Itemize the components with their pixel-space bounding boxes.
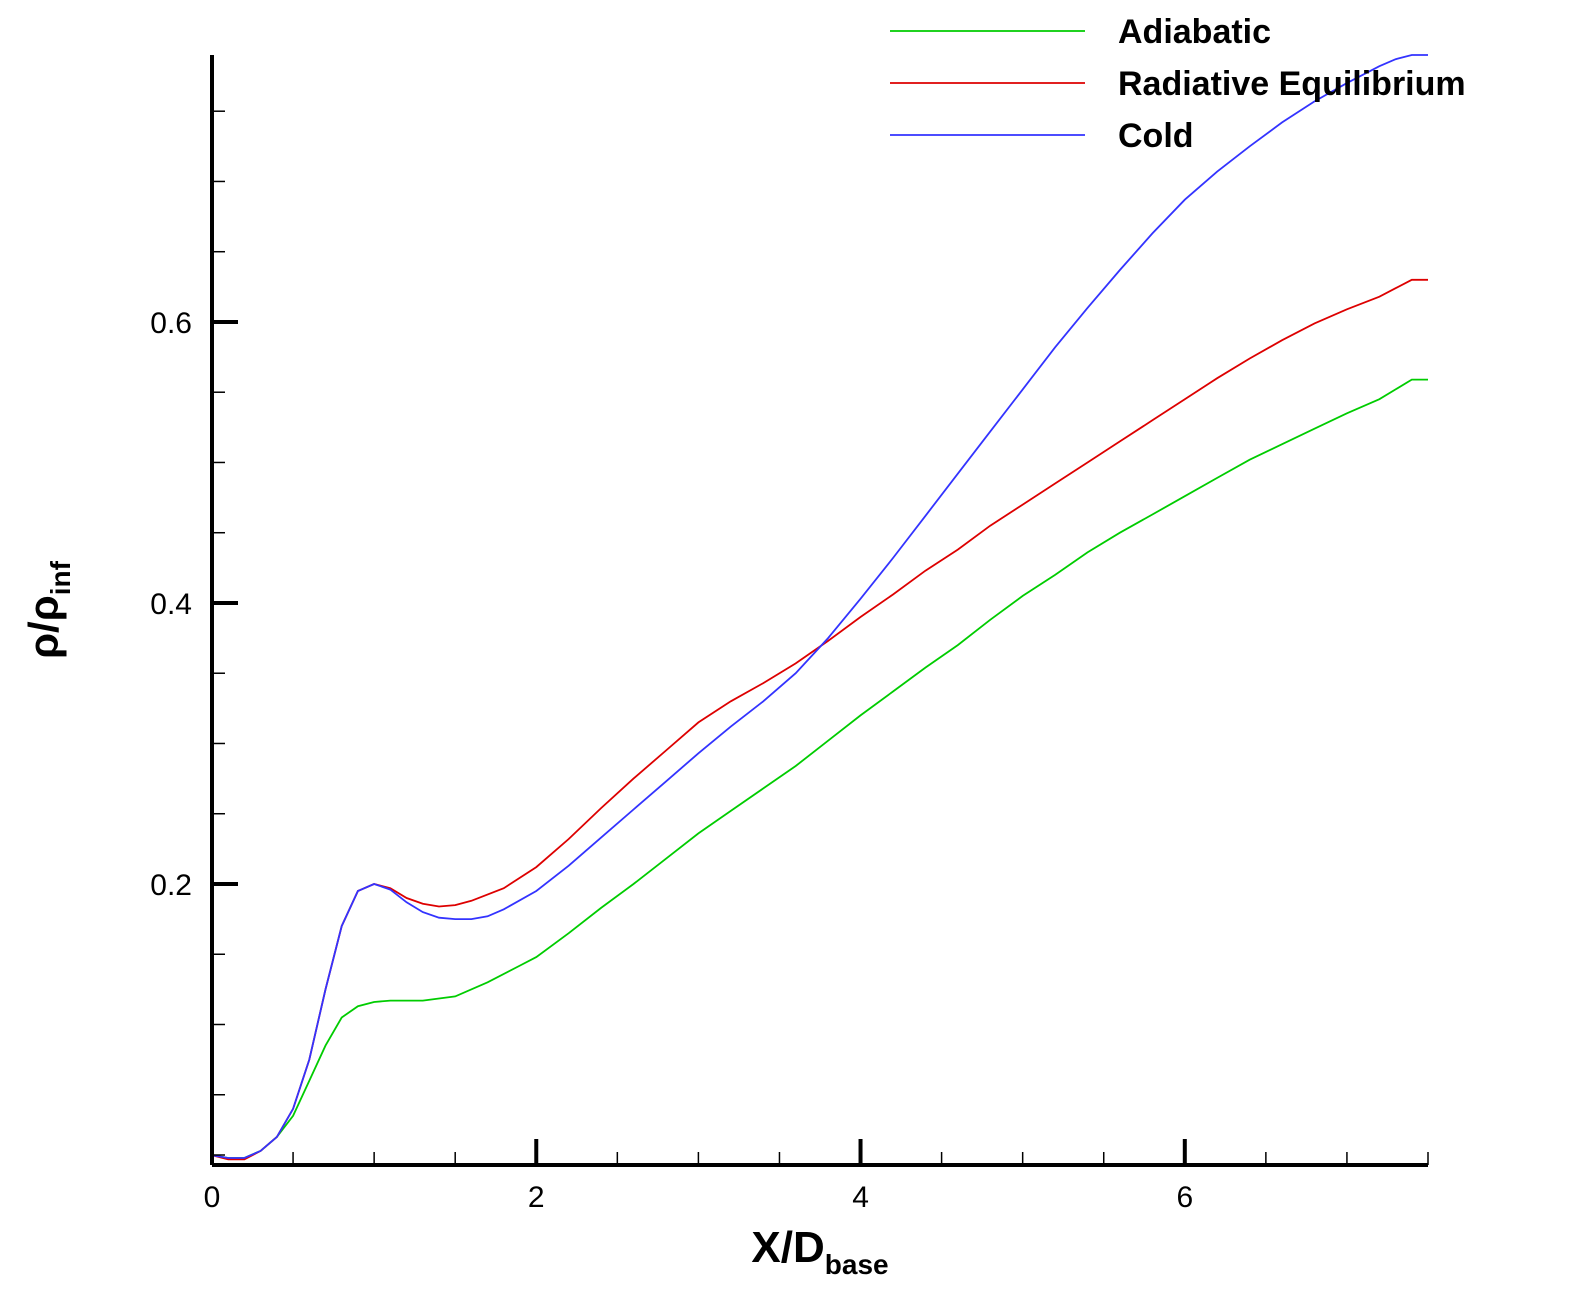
y-tick-label: 0.6 (150, 307, 192, 340)
series-layer (211, 54, 1428, 1161)
legend-label-0: Adiabatic (1118, 13, 1271, 51)
x-tick-label: 6 (1176, 1181, 1193, 1214)
series-line-2 (211, 54, 1428, 1159)
y-axis-title-main: ρ/ρ (20, 595, 67, 659)
y-tick-label: 0.2 (150, 869, 192, 902)
ticks: 0 2 4 6 0.2 0.4 0.6 (150, 110, 1429, 1214)
y-tick-label: 0.4 (150, 588, 192, 621)
x-tick-label: 2 (528, 1181, 545, 1214)
y-axis-title: ρ/ρinf (20, 560, 76, 659)
x-axis-title-sub: base (825, 1249, 889, 1280)
x-tick-label: 0 (204, 1181, 221, 1214)
series-line-1 (211, 278, 1428, 1161)
x-axis-title: X/Dbase (751, 1223, 888, 1280)
y-axis-title-sub: inf (45, 560, 76, 595)
legend-label-2: Cold (1118, 117, 1194, 155)
x-tick-label: 4 (852, 1181, 869, 1214)
legend-label-1: Radiative Equilibrium (1118, 65, 1466, 103)
x-axis-title-main: X/D (751, 1223, 824, 1272)
axes (210, 55, 1428, 1167)
series-line-0 (211, 378, 1428, 1159)
legend: Adiabatic Radiative Equilibrium Cold (890, 13, 1466, 155)
